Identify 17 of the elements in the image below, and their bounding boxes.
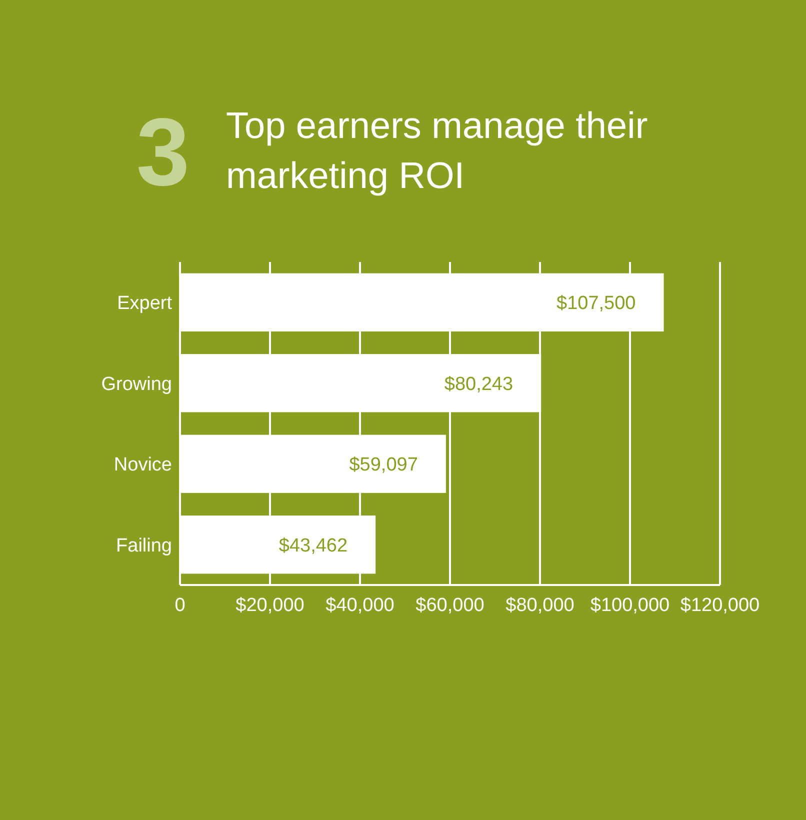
data-label: $80,243: [444, 374, 514, 395]
x-tick-label: $40,000: [326, 595, 394, 616]
y-tick-label: Failing: [116, 535, 172, 556]
x-tick-label: $20,000: [236, 595, 304, 616]
chart-title: Top earners manage their marketing ROI: [226, 105, 648, 196]
x-tick-label: 0: [174, 595, 186, 616]
data-label: $43,462: [278, 535, 348, 556]
y-tick-label: Growing: [101, 374, 172, 395]
y-tick-label: Novice: [114, 454, 172, 476]
x-tick-label: $120,000: [680, 595, 760, 616]
data-label: $107,500: [556, 293, 636, 314]
x-tick-label: $100,000: [590, 595, 670, 616]
x-tick-label: $80,000: [506, 595, 574, 616]
x-tick-label: $60,000: [416, 595, 484, 616]
text: 3: [136, 99, 190, 206]
data-label: $59,097: [349, 454, 418, 476]
y-tick-label: Expert: [117, 293, 173, 314]
